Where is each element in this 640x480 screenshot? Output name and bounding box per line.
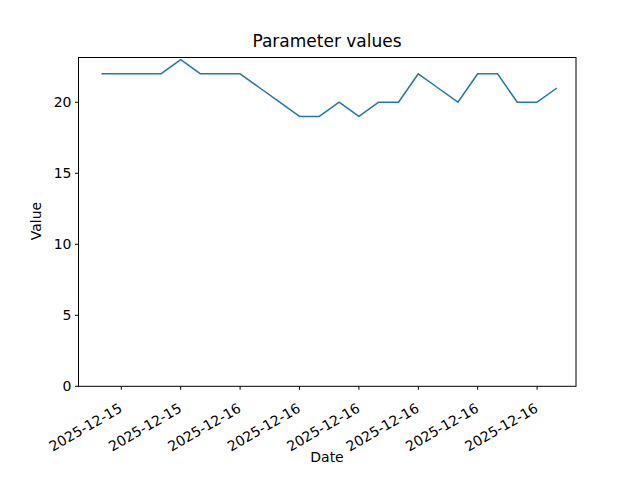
chart-title: Parameter values [252, 31, 401, 51]
line-chart: 0 5 10 15 20 2025-12-152025-12-152025-12-162… [0, 0, 640, 480]
data-line [102, 60, 557, 117]
y-tick-label: 10 [54, 236, 72, 252]
y-axis: 0 5 10 15 20 [54, 94, 79, 394]
y-tick-label: 20 [54, 94, 72, 110]
y-tick-label: 5 [63, 307, 72, 323]
y-axis-label: Value [28, 202, 44, 240]
y-tick-label: 0 [63, 378, 72, 394]
y-tick-label: 15 [54, 165, 72, 181]
plot-area [79, 58, 577, 387]
figure: 0 5 10 15 20 2025-12-152025-12-152025-12-162… [0, 0, 640, 480]
x-axis: 2025-12-152025-12-152025-12-162025-12-16… [46, 386, 540, 454]
x-axis-label: Date [310, 449, 343, 465]
